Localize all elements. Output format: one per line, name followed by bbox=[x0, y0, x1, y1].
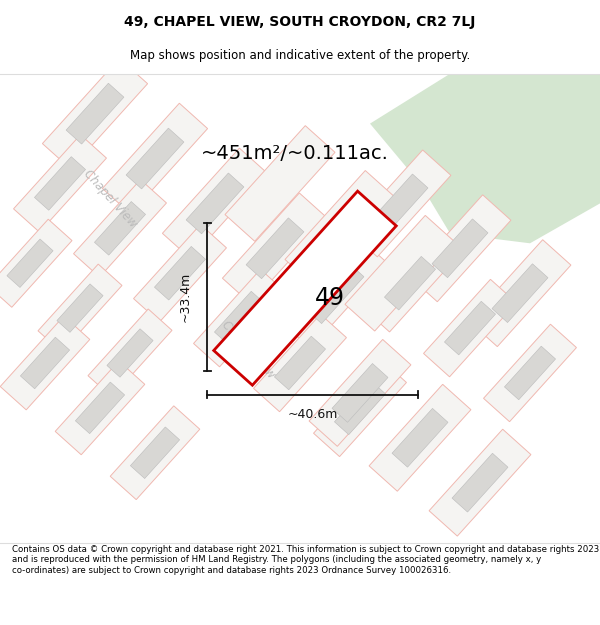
Polygon shape bbox=[223, 193, 328, 304]
Polygon shape bbox=[424, 279, 517, 377]
Text: Map shows position and indicative extent of the property.: Map shows position and indicative extent… bbox=[130, 49, 470, 62]
Polygon shape bbox=[370, 74, 600, 243]
Text: ~40.6m: ~40.6m bbox=[287, 408, 338, 421]
Polygon shape bbox=[345, 216, 455, 331]
Polygon shape bbox=[55, 361, 145, 455]
Polygon shape bbox=[484, 324, 577, 422]
Polygon shape bbox=[332, 364, 388, 423]
Polygon shape bbox=[452, 453, 508, 512]
Polygon shape bbox=[130, 427, 179, 479]
Polygon shape bbox=[225, 126, 335, 241]
Text: ~33.4m: ~33.4m bbox=[179, 272, 191, 322]
Polygon shape bbox=[154, 246, 206, 300]
Polygon shape bbox=[349, 150, 451, 257]
Polygon shape bbox=[34, 157, 86, 210]
Polygon shape bbox=[76, 382, 125, 434]
Polygon shape bbox=[283, 238, 388, 349]
Polygon shape bbox=[214, 191, 396, 385]
Polygon shape bbox=[88, 309, 172, 397]
Text: Chapel View: Chapel View bbox=[81, 167, 139, 230]
Polygon shape bbox=[163, 148, 268, 259]
Polygon shape bbox=[285, 171, 395, 286]
Polygon shape bbox=[492, 264, 548, 322]
Polygon shape bbox=[57, 284, 103, 332]
Polygon shape bbox=[194, 269, 286, 367]
Polygon shape bbox=[309, 339, 411, 446]
Polygon shape bbox=[432, 219, 488, 278]
Polygon shape bbox=[372, 174, 428, 232]
Polygon shape bbox=[38, 264, 122, 352]
Polygon shape bbox=[274, 336, 326, 390]
Polygon shape bbox=[107, 329, 153, 378]
Polygon shape bbox=[94, 201, 146, 255]
Polygon shape bbox=[254, 314, 346, 412]
Polygon shape bbox=[505, 346, 556, 400]
Polygon shape bbox=[103, 103, 208, 214]
Polygon shape bbox=[7, 239, 53, 288]
Text: Chapel View: Chapel View bbox=[219, 319, 277, 381]
Polygon shape bbox=[369, 384, 471, 491]
Polygon shape bbox=[126, 128, 184, 189]
Polygon shape bbox=[445, 301, 496, 355]
Polygon shape bbox=[74, 179, 166, 277]
Text: 49: 49 bbox=[315, 286, 345, 310]
Polygon shape bbox=[14, 135, 106, 232]
Polygon shape bbox=[186, 173, 244, 234]
Polygon shape bbox=[134, 224, 226, 322]
Polygon shape bbox=[392, 408, 448, 467]
Polygon shape bbox=[0, 219, 72, 308]
Polygon shape bbox=[214, 291, 266, 345]
Polygon shape bbox=[364, 234, 457, 332]
Polygon shape bbox=[20, 338, 70, 389]
Polygon shape bbox=[429, 429, 531, 536]
Polygon shape bbox=[469, 240, 571, 347]
Polygon shape bbox=[0, 316, 90, 410]
Polygon shape bbox=[409, 195, 511, 302]
Text: Contains OS data © Crown copyright and database right 2021. This information is : Contains OS data © Crown copyright and d… bbox=[12, 545, 599, 575]
Polygon shape bbox=[334, 381, 386, 434]
Text: 49, CHAPEL VIEW, SOUTH CROYDON, CR2 7LJ: 49, CHAPEL VIEW, SOUTH CROYDON, CR2 7LJ bbox=[124, 15, 476, 29]
Polygon shape bbox=[43, 58, 148, 169]
Polygon shape bbox=[66, 83, 124, 144]
Polygon shape bbox=[314, 359, 406, 457]
Text: ~451m²/~0.111ac.: ~451m²/~0.111ac. bbox=[201, 144, 389, 163]
Polygon shape bbox=[385, 256, 436, 310]
Polygon shape bbox=[306, 262, 364, 324]
Polygon shape bbox=[246, 218, 304, 279]
Polygon shape bbox=[110, 406, 200, 499]
